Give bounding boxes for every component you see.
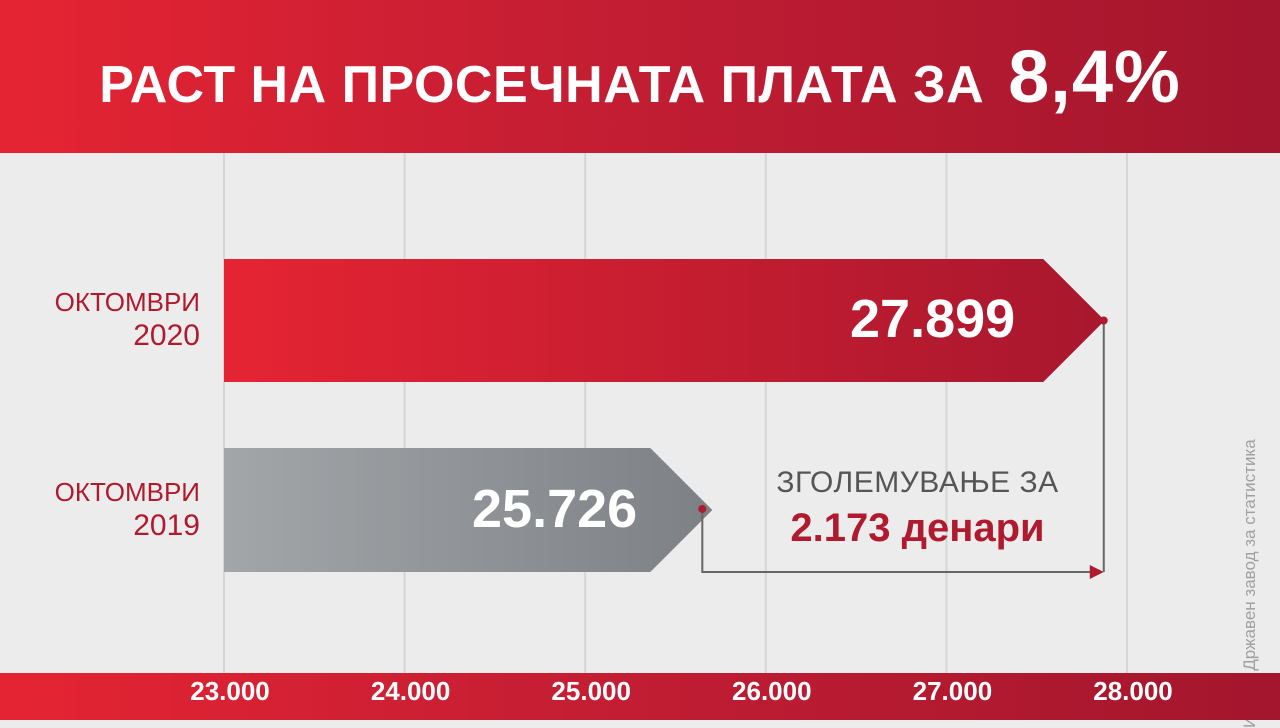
increase-arrowhead <box>1089 565 1104 579</box>
x-axis-band <box>0 673 1280 720</box>
category-label-2019: ОКТОМВРИ 2019 <box>20 476 200 542</box>
title-main-text: РАСТ НА ПРОСЕЧНАТА ПЛАТА ЗА <box>99 56 985 114</box>
bar-value-label-2020: 27.899 <box>850 289 1016 349</box>
increase-end-dot <box>1099 316 1108 325</box>
x-tick-label-2: 25.000 <box>551 676 631 706</box>
increase-annotation-value: 2.173 денари <box>790 506 1045 550</box>
chart-area: ОКТОМВРИ 2020 ОКТОМВРИ 2019 27.899 25.72… <box>0 153 1280 728</box>
bar-value-label-2019: 25.726 <box>472 479 638 539</box>
x-tick-label-1: 24.000 <box>370 676 451 706</box>
category-label-2020: ОКТОМВРИ 2020 <box>20 286 200 352</box>
bar-2019 <box>224 448 713 572</box>
category-label-2019-month: ОКТОМВРИ <box>54 477 200 507</box>
increase-annotation: ЗГОЛЕМУВАЊЕ ЗА 2.173 денари <box>740 466 1095 551</box>
x-tick-label-0: 23.000 <box>190 676 270 706</box>
bar-chart <box>223 153 1128 673</box>
category-label-2020-month: ОКТОМВРИ <box>54 287 200 317</box>
title-highlight-percent: 8,4% <box>1008 35 1181 118</box>
increase-connector-bottom <box>701 509 1092 573</box>
bar-2020 <box>224 259 1105 382</box>
x-tick-label-4: 27.000 <box>912 676 993 706</box>
category-label-2020-year: 2020 <box>133 319 200 352</box>
increase-start-dot <box>698 505 707 513</box>
page-title: РАСТ НА ПРОСЕЧНАТА ПЛАТА ЗА 8,4% <box>99 34 1181 119</box>
x-tick-label-5: 28.000 <box>1093 676 1173 706</box>
increase-annotation-label: ЗГОЛЕМУВАЊЕ ЗА <box>776 466 1059 499</box>
x-tick-label-3: 26.000 <box>732 676 812 706</box>
category-label-2019-year: 2019 <box>133 509 200 542</box>
header-banner: РАСТ НА ПРОСЕЧНАТА ПЛАТА ЗА 8,4% <box>0 0 1280 153</box>
